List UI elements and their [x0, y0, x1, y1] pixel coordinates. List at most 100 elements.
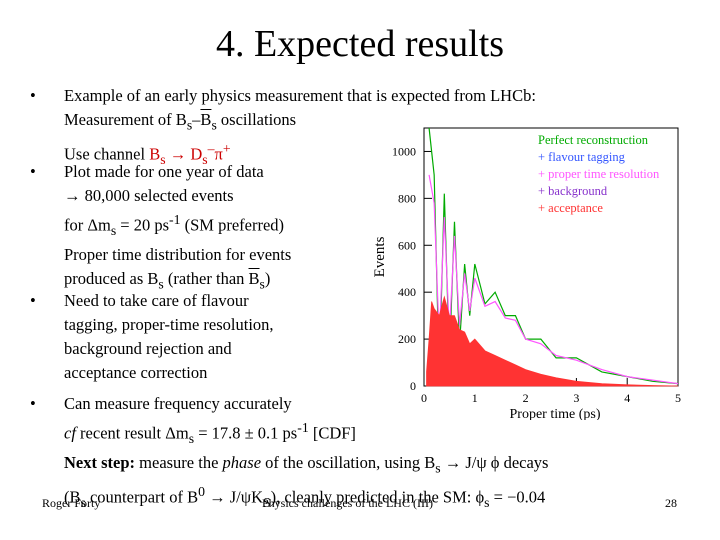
x-tick-label: 2: [523, 391, 529, 405]
bullet-3-line-1: Need to take care of flavour: [64, 291, 249, 310]
legend-entry: + proper time resolution: [538, 167, 660, 181]
subscript: s: [160, 152, 166, 168]
footer-author: Roger Forty: [42, 496, 101, 510]
x-tick-label: 1: [472, 391, 478, 405]
subscript: s: [435, 460, 441, 476]
bullet-1-line-1: Example of an early physics measurement …: [64, 86, 536, 105]
x-axis-label: Proper time (ps): [510, 407, 601, 420]
subscript: s: [211, 117, 217, 133]
legend-entry: + acceptance: [538, 201, 603, 215]
y-tick-label: 0: [410, 379, 416, 393]
text: B: [149, 144, 161, 164]
bullet-4: • Can measure frequency accurately cf re…: [30, 392, 548, 515]
bullet-2-line-1: Plot made for one year of data: [64, 162, 264, 181]
text: produced as B: [64, 268, 159, 288]
bullet-2-body: Plot made for one year of data → 80,000 …: [64, 160, 291, 296]
superscript: +: [222, 141, 231, 157]
acceptance-series-fill: [426, 295, 679, 387]
plot-legend: Perfect reconstruction + flavour tagging +…: [538, 133, 660, 215]
y-tick-label: 200: [398, 332, 416, 346]
text: → J/ψ ϕ decays: [440, 452, 549, 472]
subscript: s: [80, 494, 86, 510]
bullet-2-line-2: → 80,000 selected events: [64, 186, 234, 205]
y-tick-label: 600: [398, 238, 416, 252]
text: ): [264, 268, 271, 288]
superscript: 0: [198, 484, 205, 500]
subscript: s: [186, 117, 193, 133]
text: Next step:: [64, 452, 136, 472]
x-tick-label: 4: [624, 391, 630, 405]
y-axis-label: Events: [372, 236, 388, 277]
text: [CDF]: [308, 423, 356, 443]
text: oscillations: [216, 110, 297, 129]
bullet-marker: •: [30, 86, 36, 105]
text: = 17.8 ± 0.1 ps: [194, 423, 298, 443]
y-tick-label: 400: [398, 285, 416, 299]
text: recent result Δm: [75, 423, 189, 443]
superscript: -1: [169, 212, 181, 227]
legend-entry: Perfect reconstruction: [538, 133, 649, 147]
text: B: [248, 268, 260, 288]
y-tick-label: 800: [398, 191, 416, 205]
text: (B: [64, 487, 81, 507]
bullet-4-line-1: Can measure frequency accurately: [64, 394, 292, 413]
bullet-1-line-2: Measurement of Bs–Bs oscillations: [64, 108, 536, 137]
bullet-2-line-5: produced as Bs (rather than Bs): [64, 267, 291, 296]
bullet-1-body: Example of an early physics measurement …: [64, 84, 536, 172]
subscript: S: [263, 494, 271, 510]
bullet-2-line-4: Proper time distribution for events: [64, 244, 292, 264]
bullet-3-line-2: tagging, proper-time resolution,: [64, 315, 274, 334]
x-tick-label: 0: [421, 391, 427, 405]
bullet-4-line-2: cf recent result Δms = 17.8 ± 0.1 ps-1 […: [64, 416, 548, 451]
text: counterpart of B: [85, 487, 199, 507]
legend-entry: + flavour tagging: [538, 150, 626, 164]
text: (SM preferred): [180, 215, 285, 235]
superscript: -1: [297, 420, 309, 435]
superscript: –: [207, 141, 215, 157]
bullet-2-line-3: for Δms = 20 ps-1 (SM preferred): [64, 208, 291, 243]
text: phase: [222, 452, 262, 472]
bullet-3-line-3: background rejection and: [64, 339, 232, 358]
bullet-3-body: Need to take care of flavour tagging, pr…: [64, 289, 274, 385]
x-tick-label: 3: [573, 391, 579, 405]
text: Measurement of B: [64, 110, 187, 129]
bullet-4-line-3: Next step: measure the phase of the osci…: [64, 451, 548, 480]
subscript: s: [110, 222, 117, 238]
subscript: s: [188, 430, 195, 446]
footer-page-number: 28: [665, 496, 677, 510]
bullet-3-line-4: acceptance correction: [64, 363, 208, 382]
text: (rather than: [163, 268, 249, 288]
text: = 20 ps: [116, 215, 170, 235]
subscript: s: [202, 152, 208, 168]
subscript: s: [259, 276, 265, 292]
text: → J/ψK: [205, 487, 263, 507]
text: π: [214, 144, 223, 164]
bullet-marker: •: [30, 394, 36, 413]
text: for Δm: [64, 215, 111, 235]
bullet-2: • Plot made for one year of data → 80,00…: [30, 160, 291, 296]
y-tick-label: 1000: [392, 144, 416, 158]
bullet-4-body: Can measure frequency accurately cf rece…: [64, 392, 548, 515]
slide-title: 4. Expected results: [215, 23, 505, 65]
text: measure the: [135, 452, 223, 472]
legend-entry: + background: [538, 184, 608, 198]
text: of the oscillation, using B: [261, 452, 436, 472]
text: → D: [165, 144, 203, 164]
text: B: [200, 110, 212, 129]
text: Use channel: [64, 144, 150, 164]
subscript: s: [158, 276, 164, 292]
series-line: [428, 174, 679, 385]
bullet-marker: •: [30, 291, 36, 310]
text: = −0.04: [489, 487, 546, 507]
proper-time-histogram: 0 1 2 3 4 5 0 200 400 600 800 1000 Proper time (ps) E…: [372, 127, 681, 420]
subscript: s: [484, 494, 490, 510]
bullet-1-line-3: Use channel Bs → Ds–π+: [64, 137, 536, 172]
footer-talk-title: Physics challenges of the LHC (III): [262, 496, 433, 510]
bullet-1: • Example of an early physics measuremen…: [30, 84, 536, 172]
bullet-3: • Need to take care of flavour tagging, …: [30, 289, 274, 385]
text: –: [192, 110, 201, 129]
text: cf: [64, 423, 76, 443]
bullet-marker: •: [30, 162, 36, 181]
text: ), cleanly predicted in the SM: ϕ: [270, 487, 485, 507]
x-tick-label: 5: [675, 391, 681, 405]
